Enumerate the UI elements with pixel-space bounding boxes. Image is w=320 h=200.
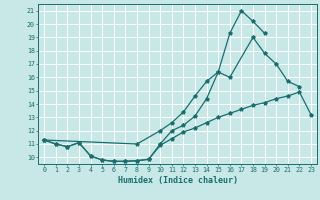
X-axis label: Humidex (Indice chaleur): Humidex (Indice chaleur)	[118, 176, 238, 185]
